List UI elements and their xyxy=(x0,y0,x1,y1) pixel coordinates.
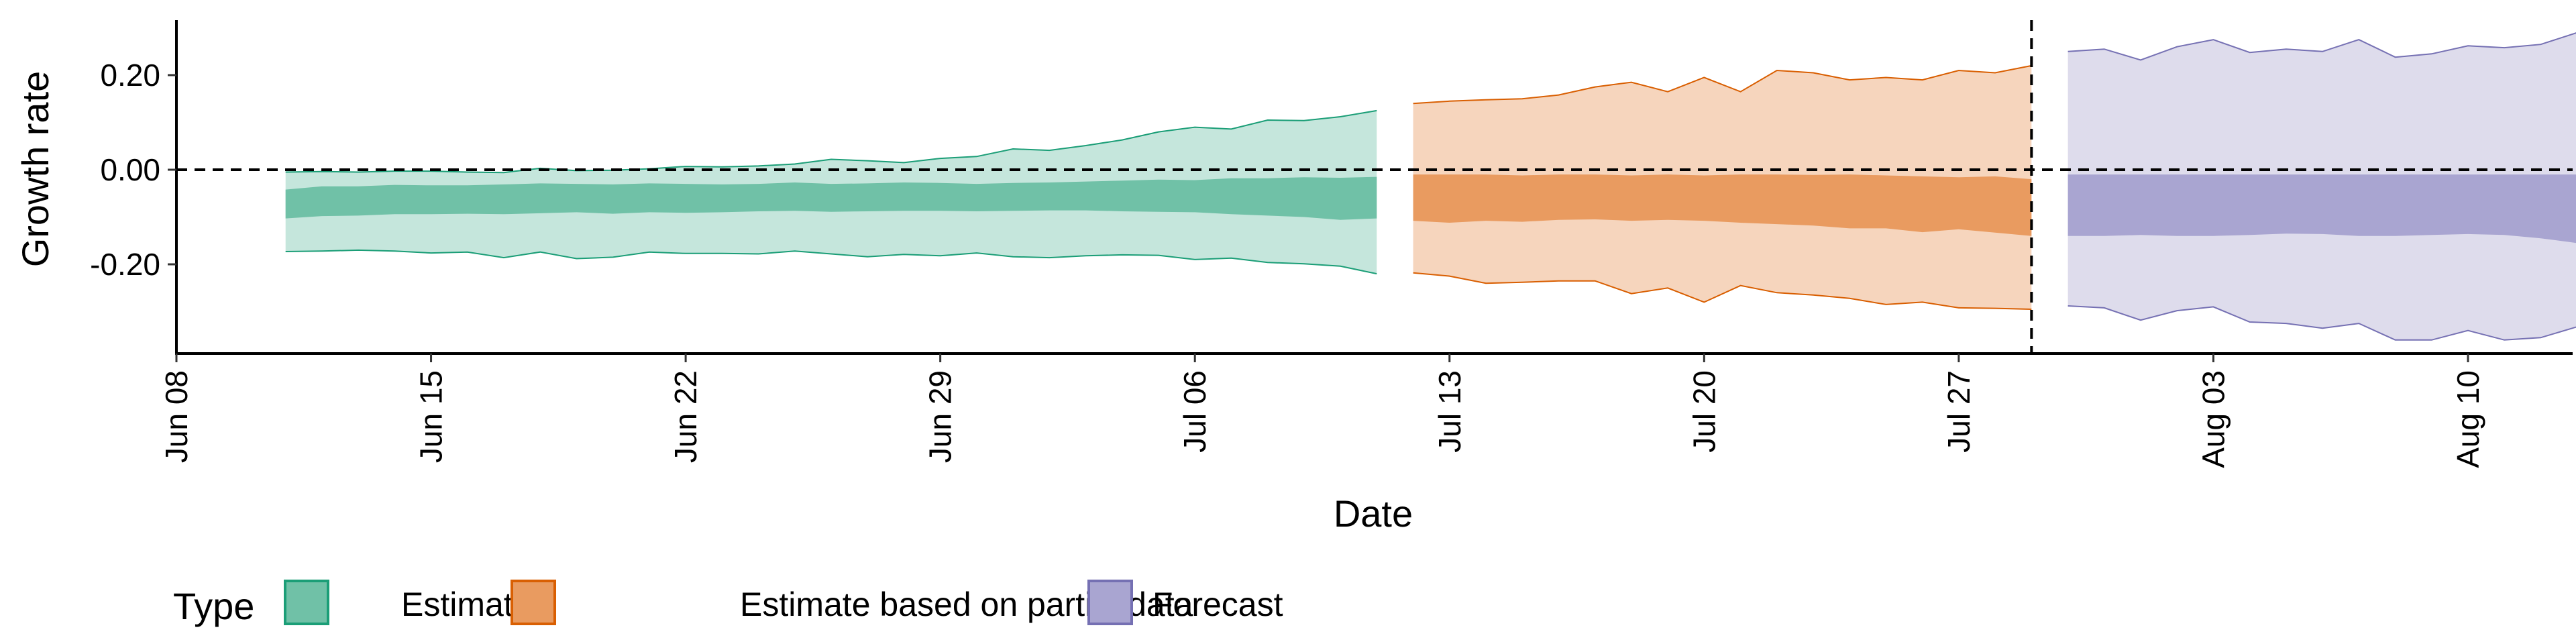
band-50-series-1 xyxy=(1413,174,2032,236)
series-0 xyxy=(285,109,1377,275)
axes: -0.20 0.00 0.20 Jun 08 Jun 15 Jun 22 Jun 29 Jul… xyxy=(90,20,2573,468)
band-50-series-0 xyxy=(285,176,1377,220)
legend-label-2: Forecast xyxy=(1152,586,1283,623)
reference-lines xyxy=(176,20,2573,354)
legend-title: Type xyxy=(173,585,254,627)
bands-layer xyxy=(285,32,2576,341)
x-tick-label: Jul 27 xyxy=(1941,370,1976,453)
legend-item-0: Estimate xyxy=(284,580,532,625)
legend-item-2: Forecast xyxy=(1087,580,1283,625)
x-tick-label: Jun 29 xyxy=(923,370,958,463)
x-tick-label: Jul 20 xyxy=(1686,370,1721,453)
legend: Type Estimate Estimate based on partial d… xyxy=(173,580,1283,627)
x-tick-label: Jul 13 xyxy=(1432,370,1467,453)
y-tick-label: 0.20 xyxy=(100,58,160,93)
band-upper-line-series-1 xyxy=(1413,64,2032,105)
band-lower-line-series-1 xyxy=(1413,272,2032,310)
series-1 xyxy=(1413,64,2032,310)
band-lower-line-series-2 xyxy=(2068,305,2576,341)
x-tick-label: Aug 03 xyxy=(2196,370,2231,468)
x-axis-title: Date xyxy=(1334,492,1413,535)
y-tick-label: 0.00 xyxy=(100,152,160,187)
x-tick-label: Jun 08 xyxy=(159,370,194,463)
x-tick-label: Jul 06 xyxy=(1177,370,1212,453)
x-tick-label: Jun 15 xyxy=(414,370,449,463)
x-tick-label: Jun 22 xyxy=(668,370,703,463)
x-tick-label: Aug 10 xyxy=(2451,370,2485,468)
legend-key-0 xyxy=(284,580,329,625)
band-50-series-2 xyxy=(2068,174,2576,244)
band-lower-line-series-0 xyxy=(285,249,1377,275)
band-upper-line-series-0 xyxy=(285,109,1377,174)
legend-key-2 xyxy=(1087,580,1133,625)
y-axis-title: Growth rate xyxy=(14,71,56,268)
band-upper-line-series-2 xyxy=(2068,32,2576,61)
legend-key-1 xyxy=(511,580,556,625)
legend-label-0: Estimate xyxy=(401,586,532,623)
y-tick-label: -0.20 xyxy=(90,247,160,282)
series-2 xyxy=(2068,32,2576,341)
